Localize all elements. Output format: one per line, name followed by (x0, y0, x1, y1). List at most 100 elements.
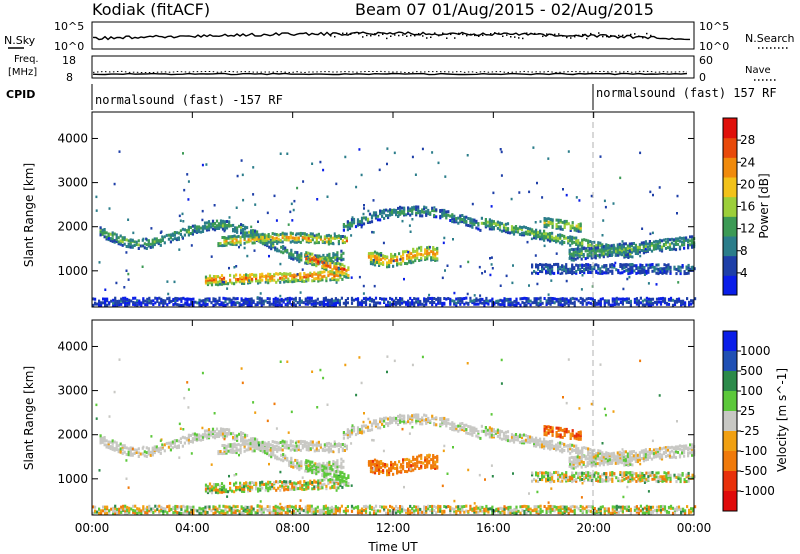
power-cell (420, 252, 423, 256)
velocity-cell (475, 434, 478, 438)
power-cell (345, 269, 348, 273)
power-cell (310, 296, 313, 300)
power-cell (500, 222, 504, 226)
power-cell (423, 303, 426, 307)
power-cell (667, 302, 671, 306)
nsearch-point (374, 33, 376, 35)
velocity-cell (410, 464, 413, 468)
velocity-cell (333, 483, 336, 487)
power-cell (601, 234, 604, 237)
power-cell (642, 241, 645, 245)
velocity-cell (588, 459, 591, 463)
power-cell (234, 226, 237, 230)
velocity-cell (333, 442, 336, 446)
power-cell (103, 230, 106, 234)
velocity-cell (375, 463, 379, 467)
velocity-cell (372, 421, 376, 425)
nsearch-point (534, 32, 536, 35)
power-cell (593, 265, 596, 269)
velocity-cell (590, 460, 593, 464)
velocity-cell (638, 451, 641, 455)
power-cell (403, 300, 406, 304)
power-cell (636, 249, 639, 253)
power-cell (567, 222, 570, 226)
power-cell (288, 296, 291, 300)
power-cell (360, 223, 364, 227)
power-cell (212, 278, 216, 282)
power-cell (688, 300, 691, 304)
power-cell (276, 241, 279, 245)
power-cell (644, 244, 647, 248)
velocity-cell (229, 488, 232, 492)
velocity-cell (295, 444, 298, 448)
velocity-cell (339, 445, 342, 449)
velocity-cell (506, 439, 510, 443)
power-cell (531, 263, 534, 267)
velocity-cell (229, 481, 232, 485)
velocity-cell (290, 460, 293, 464)
power-cell (546, 268, 549, 272)
power-cell (292, 254, 295, 258)
velocity-cell (292, 465, 295, 469)
velocity-cell (570, 464, 573, 468)
power-cell (107, 234, 110, 238)
velocity-cell (360, 429, 364, 433)
power-cell (415, 297, 418, 301)
velocity-cell (426, 454, 429, 458)
velocity-cell (237, 442, 240, 446)
power-cell (661, 267, 664, 271)
power-cell (501, 302, 504, 306)
velocity-cell (490, 435, 493, 439)
power-cell (408, 259, 411, 263)
power-cell (301, 232, 304, 236)
power-cell (652, 240, 656, 244)
power-cell (329, 258, 332, 262)
velocity-cell (434, 464, 437, 468)
nsearch-point (582, 33, 584, 36)
power-cell (312, 303, 315, 307)
velocity-cell (291, 482, 294, 486)
velocity-cell (461, 422, 464, 425)
velocity-cell (381, 417, 384, 421)
power-cell (374, 211, 378, 215)
power-cell (602, 251, 605, 255)
velocity-cell (313, 479, 316, 483)
velocity-cell (463, 427, 466, 431)
velocity-cell (417, 419, 420, 423)
velocity-cell (289, 442, 292, 446)
power-cell (206, 277, 210, 281)
velocity-cell (261, 446, 264, 450)
velocity-cell (404, 458, 407, 462)
power-cell (680, 299, 683, 303)
velocity-cell (477, 435, 480, 439)
power-cell (623, 253, 626, 257)
power-cell (565, 265, 568, 269)
power-cell (611, 263, 614, 266)
power-cell (289, 231, 292, 235)
velocity-cell (250, 439, 253, 443)
velocity-cell (620, 451, 623, 455)
velocity-cell (197, 433, 201, 437)
power-cell (549, 217, 552, 221)
power-cell (239, 241, 242, 245)
power-cell (592, 250, 595, 253)
velocity-cell (329, 466, 332, 470)
power-cell (291, 274, 294, 278)
power-cell (657, 263, 660, 267)
power-cell (167, 237, 170, 241)
velocity-cell (337, 450, 340, 454)
power-cell (360, 299, 364, 303)
power-cell (427, 208, 430, 212)
power-cell (549, 266, 552, 269)
nsearch-point (502, 35, 504, 38)
power-cell (243, 282, 246, 285)
power-cell (267, 240, 270, 244)
power-cell (272, 300, 275, 304)
velocity-cell (285, 446, 288, 450)
velocity-cell (281, 448, 284, 452)
velocity-cell (214, 483, 218, 487)
power-cell (479, 228, 482, 232)
power-cell (657, 267, 660, 271)
power-cell (535, 297, 538, 301)
velocity-cell (347, 474, 350, 478)
